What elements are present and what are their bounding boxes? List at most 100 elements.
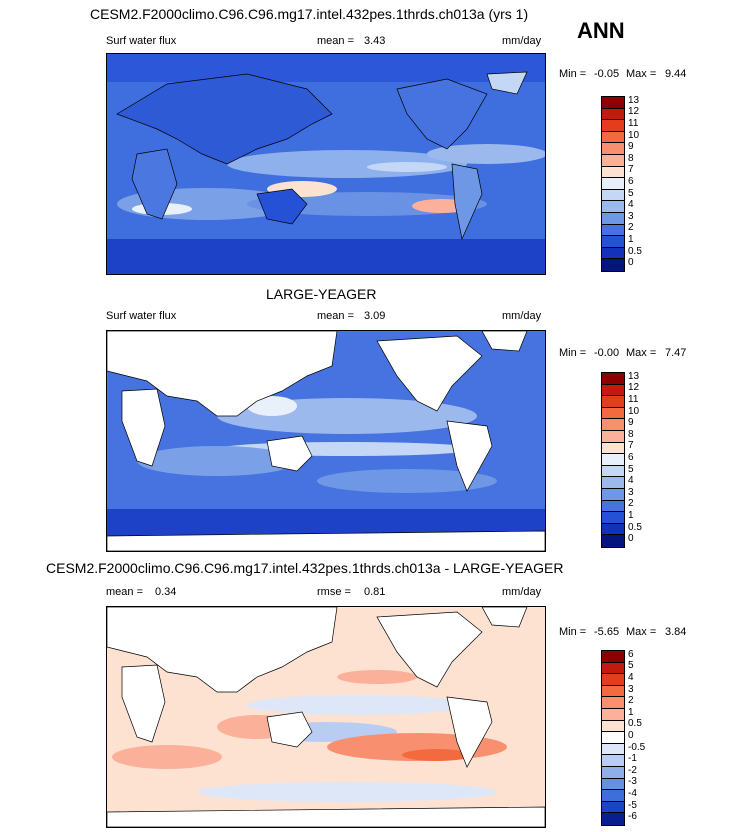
colorbar-tick-label: 4 — [628, 475, 634, 487]
colorbar-tick-label: 10 — [628, 129, 640, 141]
colorbar-swatch — [602, 178, 624, 190]
colorbar-tick-label: 5 — [628, 187, 634, 199]
colorbar-swatch — [602, 236, 624, 248]
colorbar-tick-label: 2 — [628, 695, 634, 707]
colorbar-swatch — [602, 407, 624, 420]
panel3-min-value: -5.65 — [594, 626, 620, 638]
colorbar-swatch — [602, 465, 624, 478]
panel1-mean-value: 3.43 — [364, 35, 386, 47]
colorbar-tick-label: 7 — [628, 440, 634, 452]
colorbar-tick-label: 5 — [628, 660, 634, 672]
colorbar-swatch — [602, 120, 624, 132]
colorbar-tick-label: 13 — [628, 94, 640, 106]
colorbar-swatch — [602, 662, 624, 675]
panel3-rmse-label: rmse = — [317, 586, 351, 598]
colorbar-tick-label: 10 — [628, 405, 640, 417]
panel2-max-label: Max = — [626, 347, 657, 359]
colorbar-tick-label: 0.5 — [628, 718, 642, 730]
colorbar-tick-label: 8 — [628, 152, 634, 164]
panel3-max-value: 3.84 — [665, 626, 687, 638]
colorbar-swatch — [602, 778, 624, 791]
colorbar-swatch — [602, 755, 624, 767]
colorbar-swatch — [602, 224, 624, 237]
colorbar-tick-label: -6 — [628, 811, 637, 823]
panel3-colorbar — [601, 650, 625, 826]
colorbar-tick-label: 9 — [628, 141, 634, 153]
colorbar-tick-label: 0.5 — [628, 521, 642, 533]
colorbar-swatch — [602, 697, 624, 709]
panel3-mean-label: mean = — [106, 586, 143, 598]
colorbar-tick-label: 1 — [628, 510, 634, 521]
colorbar-swatch — [602, 790, 624, 802]
panel2-max-value: 7.47 — [665, 347, 687, 359]
panel1-map-field — [107, 54, 545, 274]
colorbar-tick-label: -4 — [628, 788, 637, 799]
panel3-min-label: Min = — [559, 626, 587, 638]
colorbar-tick-label: 0.5 — [628, 245, 642, 257]
season-label: ANN — [577, 18, 625, 43]
colorbar-swatch — [602, 108, 624, 121]
colorbar-tick-label: -1 — [628, 753, 637, 765]
colorbar-tick-label: -3 — [628, 776, 637, 788]
colorbar-tick-label: 0 — [628, 533, 634, 545]
panel2-mean-label: mean = — [317, 310, 354, 322]
colorbar-tick-label: 7 — [628, 164, 634, 176]
colorbar-swatch — [602, 166, 624, 179]
colorbar-swatch — [602, 813, 624, 825]
colorbar-tick-label: 0 — [628, 257, 634, 269]
colorbar-tick-label: 3 — [628, 210, 634, 222]
panel2-min-label: Min = — [559, 347, 587, 359]
colorbar-swatch — [602, 384, 624, 397]
panel3-max-label: Max = — [626, 626, 657, 638]
colorbar-tick-label: -0.5 — [628, 741, 646, 753]
panel3-map-field — [107, 607, 545, 827]
colorbar-tick-label: 12 — [628, 382, 640, 394]
colorbar-swatch — [602, 154, 624, 167]
colorbar-swatch — [602, 442, 624, 455]
colorbar-swatch — [602, 488, 624, 501]
panel2-min-value: -0.00 — [594, 347, 620, 359]
panel1-title: CESM2.F2000climo.C96.C96.mg17.intel.432p… — [90, 6, 529, 22]
colorbar-tick-label: 3 — [628, 486, 634, 498]
colorbar-tick-label: -2 — [628, 764, 637, 776]
colorbar-tick-label: 4 — [628, 672, 634, 683]
panel1-mean-label: mean = — [317, 35, 354, 47]
colorbar-tick-label: 1 — [628, 234, 634, 245]
colorbar-swatch — [602, 720, 624, 733]
colorbar-swatch — [602, 454, 624, 466]
colorbar-swatch — [602, 430, 624, 443]
panel2-mean-value: 3.09 — [364, 310, 386, 322]
colorbar-tick-label: 9 — [628, 417, 634, 429]
colorbar-tick-label: 5 — [628, 463, 634, 475]
colorbar-tick-label: -5 — [628, 799, 637, 811]
colorbar-swatch — [602, 189, 624, 202]
panel2-map-field — [107, 331, 545, 551]
colorbar-swatch — [602, 212, 624, 225]
panel1-max-value: 9.44 — [665, 68, 687, 80]
panel1-min-value: -0.05 — [594, 68, 620, 80]
colorbar-swatch — [602, 396, 624, 408]
colorbar-tick-label: 4 — [628, 199, 634, 211]
colorbar-tick-label: 6 — [628, 176, 634, 187]
colorbar-tick-label: 6 — [628, 452, 634, 463]
panel1-variable: Surf water flux — [106, 35, 177, 47]
colorbar-swatch — [602, 685, 624, 698]
panel2-map — [106, 330, 546, 552]
panel2-title: LARGE-YEAGER — [266, 286, 377, 302]
colorbar-swatch — [602, 732, 624, 744]
colorbar-swatch — [602, 512, 624, 524]
colorbar-swatch — [602, 259, 624, 271]
colorbar-tick-label: 13 — [628, 370, 640, 382]
colorbar-swatch — [602, 143, 624, 155]
panel3-rmse-value: 0.81 — [364, 586, 386, 598]
colorbar-swatch — [602, 766, 624, 779]
colorbar-swatch — [602, 500, 624, 513]
colorbar-swatch — [602, 97, 624, 109]
panel2-units: mm/day — [502, 310, 542, 322]
colorbar-swatch — [602, 247, 624, 260]
colorbar-tick-label: 3 — [628, 683, 634, 695]
panel1-map — [106, 53, 546, 275]
colorbar-swatch — [602, 801, 624, 814]
colorbar-swatch — [602, 651, 624, 663]
panel1-min-label: Min = — [559, 68, 587, 80]
